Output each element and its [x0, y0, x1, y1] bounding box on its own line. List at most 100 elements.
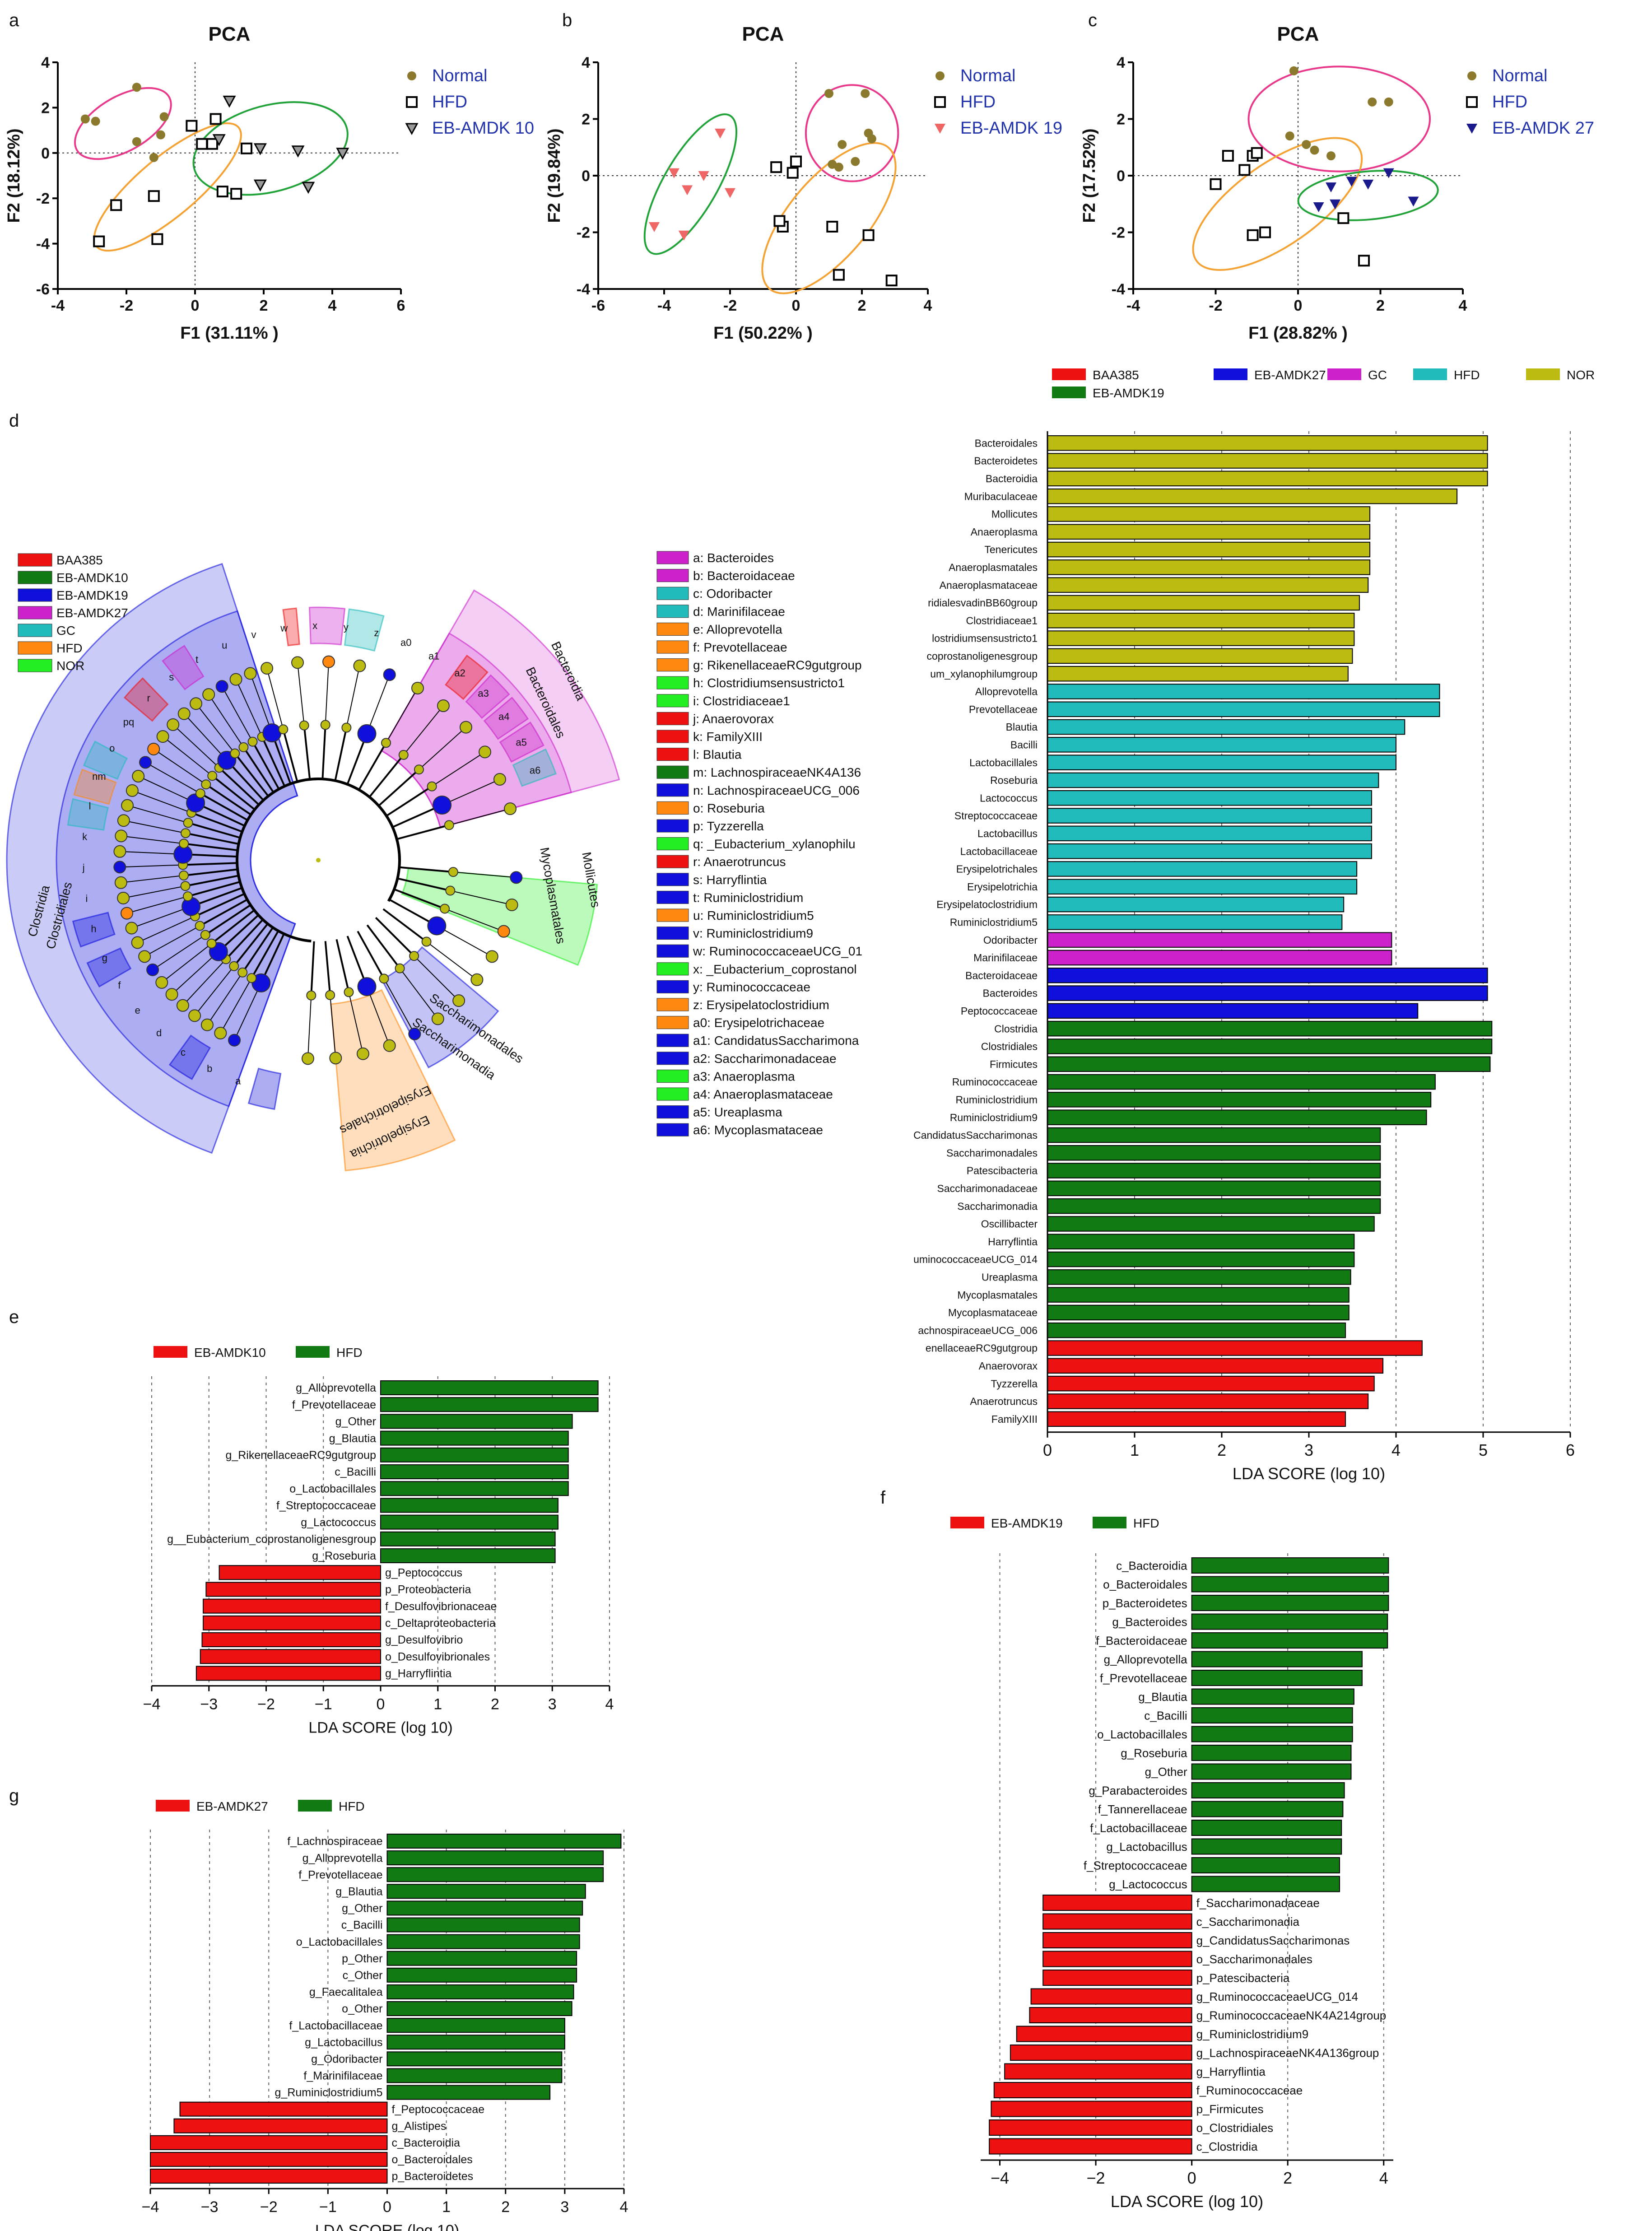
- lda-bar: [1047, 541, 1371, 558]
- x-tick-label: 4: [924, 297, 932, 314]
- bar-label: Tyzzerella: [991, 1378, 1038, 1389]
- lda-bar: [386, 1884, 586, 1899]
- bar-label: p_Bacteroidetes: [1103, 1597, 1187, 1610]
- bar-label: c_Clostridia: [1196, 2140, 1258, 2153]
- data-point: [851, 157, 860, 166]
- data-point: [223, 95, 236, 108]
- lda-bar: [1047, 1039, 1493, 1054]
- lda-bar: [1042, 1913, 1192, 1930]
- lda-bar: [1047, 932, 1392, 948]
- legend-label: EB-AMDK10: [194, 1346, 266, 1360]
- y-tick-label: -4: [36, 236, 50, 253]
- legend-label: HFD: [960, 93, 996, 112]
- bar-label: g_RuminococcaceaeUCG_014: [1196, 1990, 1358, 2003]
- bar-label: g_Alloprevotella: [1104, 1653, 1188, 1666]
- tree-edge: [171, 951, 219, 995]
- x-axis-label: F1 (28.82% ): [1248, 324, 1348, 343]
- lda-bar: [1047, 1234, 1355, 1249]
- lda-bar: [203, 1615, 381, 1630]
- bar-label: Streptococcaceae: [954, 810, 1038, 822]
- lda-bar: [1016, 2026, 1192, 2042]
- tree-node: [195, 788, 205, 799]
- taxon-tile: [247, 1067, 282, 1110]
- lda-bar: [1047, 1411, 1346, 1427]
- legend-swatch: [656, 658, 689, 672]
- tree-edge: [324, 941, 331, 996]
- tree-edge: [187, 881, 241, 898]
- data-point: [1302, 140, 1311, 149]
- tree-edge: [368, 754, 405, 798]
- bar-label: f_Lactobacillaceae: [1090, 1821, 1187, 1835]
- tree-node: [291, 656, 304, 669]
- tree-edge: [382, 908, 427, 943]
- tree-center-node: [316, 858, 321, 862]
- taxon-legend-label: z: Erysipelatoclostridium: [693, 998, 829, 1012]
- panel-letter-d: d: [9, 411, 19, 431]
- tree-node: [485, 950, 498, 963]
- tree-edge: [220, 978, 252, 1034]
- x-tick-label: −4: [143, 1696, 161, 1713]
- taxon-legend-label: w: RuminococcaceaeUCG_01: [693, 944, 862, 958]
- tree-edge: [449, 808, 511, 826]
- data-point: [110, 199, 122, 211]
- bar-label: Saccharimonadaceae: [937, 1183, 1038, 1194]
- panel-letter-g: g: [9, 1786, 19, 1806]
- tree-edge: [219, 767, 260, 806]
- tree-node: [344, 987, 354, 997]
- data-point: [867, 134, 876, 144]
- lda-bar: [1047, 861, 1358, 877]
- bar-label: Firmicutes: [990, 1058, 1038, 1070]
- data-point: [838, 140, 847, 149]
- legend-label: EB-AMDK19: [1093, 386, 1164, 400]
- bar-label: g_Lactococcus: [301, 1516, 376, 1529]
- y-axis-label: F2 (19.84%): [545, 128, 564, 223]
- tree-edge: [123, 820, 186, 834]
- legend-swatch: [156, 1800, 190, 1812]
- lda-bar: [1047, 684, 1440, 699]
- tree-edge: [234, 753, 269, 797]
- y-tick-label: -6: [36, 281, 50, 298]
- taxon-tile: [123, 677, 169, 722]
- bar-label: Anaerovorax: [979, 1360, 1038, 1372]
- data-point: [828, 159, 837, 169]
- legend-swatch: [298, 1800, 332, 1812]
- tree-edge: [120, 864, 183, 868]
- lda-bar: [1047, 1393, 1369, 1409]
- lda-bar: [1047, 1375, 1375, 1392]
- lda-bar: [1191, 1857, 1340, 1873]
- lda-bar: [380, 1498, 558, 1513]
- node-letter: g: [102, 952, 107, 964]
- data-point: [1251, 147, 1263, 159]
- taxon-legend-label: h: Clostridiumsensustricto1: [693, 676, 845, 690]
- x-tick-label: 0: [383, 2198, 391, 2216]
- bar-label: Saccharimonadia: [957, 1200, 1038, 1212]
- tree-node: [117, 814, 130, 827]
- lda-bar: [1010, 2045, 1192, 2061]
- taxon-tile: [168, 1034, 211, 1081]
- tree-node: [177, 707, 191, 720]
- lda-bar: [173, 2118, 388, 2133]
- x-tick-label: 2: [260, 297, 268, 314]
- lda-bar: [1191, 1820, 1342, 1836]
- tree-node: [329, 1052, 342, 1065]
- tree-edge: [394, 888, 445, 910]
- tree-edge: [366, 986, 390, 1046]
- data-point: [186, 120, 198, 132]
- taxon-legend-label: f: Prevotellaceae: [693, 640, 787, 654]
- tree-node: [421, 936, 432, 947]
- x-tick-label: 4: [605, 1696, 614, 1713]
- taxon-legend-label: k: FamilyXIII: [693, 730, 763, 744]
- legend-label: BAA385: [1093, 368, 1139, 382]
- tree-node: [448, 867, 458, 877]
- tree-edge: [242, 927, 274, 973]
- bar-label: uminococcaceaeUCG_014: [913, 1253, 1038, 1265]
- tree-edge: [138, 776, 196, 804]
- lda-bar: [1047, 896, 1345, 913]
- tree-node: [411, 681, 424, 694]
- node-letter: k: [82, 831, 88, 842]
- lda-bar: [1047, 613, 1355, 629]
- bar-label: g_Alistipes: [392, 2120, 447, 2133]
- lda-bar: [200, 1649, 381, 1664]
- lda-bar: [1047, 1020, 1493, 1037]
